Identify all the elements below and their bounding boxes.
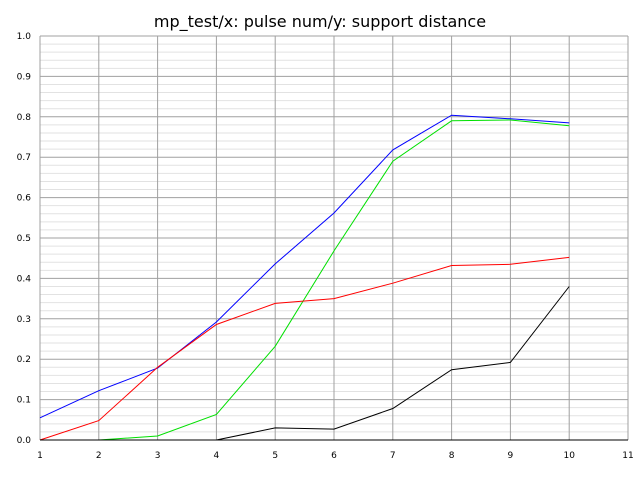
y-tick-label: 0.3 (17, 315, 31, 325)
x-tick-label: 9 (508, 451, 514, 461)
x-tick-label: 7 (390, 451, 396, 461)
y-tick-label: 0.8 (17, 113, 32, 123)
series-layer (39, 114, 628, 441)
y-tick-label: 0.0 (17, 436, 32, 446)
series-line-2 (40, 119, 570, 441)
x-tick-label: 11 (622, 451, 633, 461)
series-line-4 (40, 286, 570, 441)
x-tick-label: 2 (96, 451, 102, 461)
y-axis-ticks: 0.0 0.1 0.2 0.3 0.4 0.5 0.6 0.7 0.8 0.9 1.0 (17, 32, 32, 446)
y-tick-label: 0.9 (17, 72, 32, 82)
y-tick-label: 1.0 (17, 32, 32, 42)
x-tick-label: 6 (331, 451, 337, 461)
chart-title: mp_test/x: pulse num/y: support distance (154, 12, 486, 32)
x-tick-label: 1 (37, 451, 43, 461)
x-tick-label: 8 (449, 451, 455, 461)
y-tick-label: 0.2 (17, 355, 31, 365)
x-tick-label: 4 (214, 451, 220, 461)
y-tick-label: 0.7 (17, 153, 31, 163)
y-tick-label: 0.6 (17, 194, 32, 204)
x-tick-label: 10 (563, 451, 575, 461)
y-tick-label: 0.5 (17, 234, 31, 244)
y-tick-label: 0.4 (17, 274, 32, 284)
y-tick-label: 0.1 (17, 396, 31, 406)
x-axis-ticks: 1 2 3 4 5 6 7 8 9 10 11 (37, 451, 634, 461)
x-tick-label: 3 (155, 451, 161, 461)
series-line-3 (39, 256, 570, 441)
series-line-1 (39, 114, 570, 419)
x-tick-label: 5 (272, 451, 278, 461)
